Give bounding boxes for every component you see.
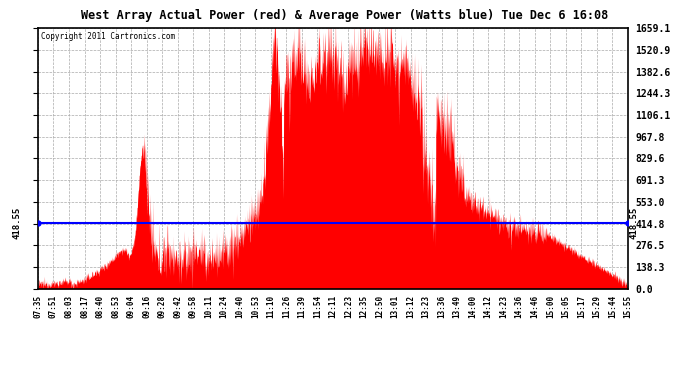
Text: West Array Actual Power (red) & Average Power (Watts blue) Tue Dec 6 16:08: West Array Actual Power (red) & Average … bbox=[81, 9, 609, 22]
Text: Copyright 2011 Cartronics.com: Copyright 2011 Cartronics.com bbox=[41, 32, 175, 41]
Text: 418.55: 418.55 bbox=[629, 207, 638, 239]
Text: 418.55: 418.55 bbox=[12, 207, 21, 239]
